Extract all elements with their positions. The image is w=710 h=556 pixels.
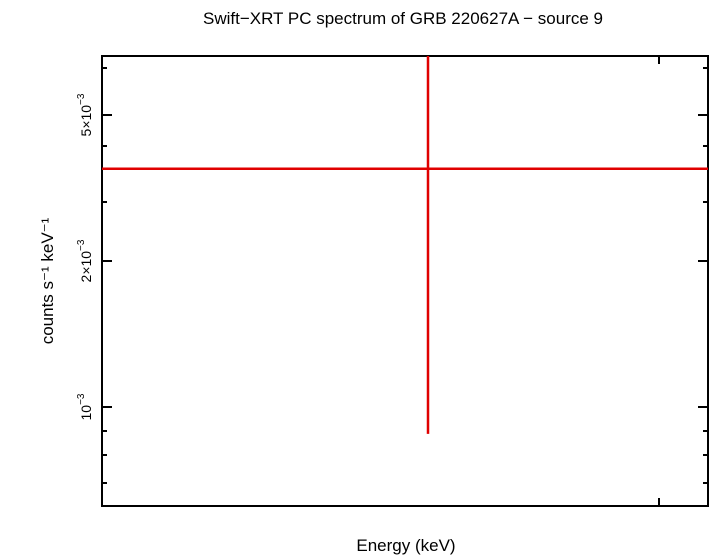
y-axis-label: counts s⁻¹ keV⁻¹	[38, 217, 57, 344]
y-tick-label: 5×10−3	[76, 93, 94, 136]
svg-text:2×10−3: 2×10−3	[76, 239, 94, 282]
y-tick-label: 10−3	[76, 393, 94, 420]
x-axis-label: Energy (keV)	[356, 536, 455, 555]
svg-text:10−3: 10−3	[76, 393, 94, 420]
svg-text:5×10−3: 5×10−3	[76, 93, 94, 136]
chart-title: Swift−XRT PC spectrum of GRB 220627A − s…	[203, 9, 603, 28]
y-tick-label: 2×10−3	[76, 239, 94, 282]
data-series	[102, 56, 708, 434]
plot-frame	[101, 55, 709, 507]
